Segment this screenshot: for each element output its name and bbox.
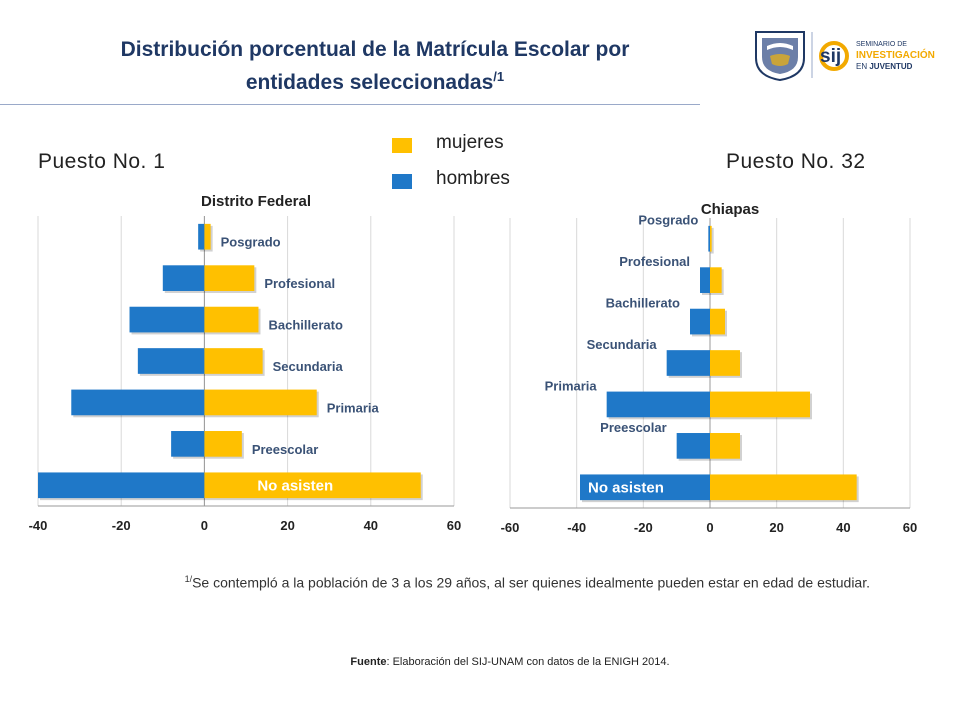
logo-line-2: INVESTIGACIÓN bbox=[856, 48, 935, 61]
logo-mark: sij bbox=[820, 46, 841, 67]
category-label-posgrado: Posgrado bbox=[221, 235, 281, 250]
bar-mujeres-primaria bbox=[204, 389, 317, 416]
bar-mujeres-posgrado bbox=[710, 225, 712, 252]
category-label-primaria: Primaria bbox=[327, 400, 380, 415]
category-label-no-asisten: No asisten bbox=[588, 479, 664, 496]
sij-mark-icon: sij bbox=[819, 41, 849, 71]
bar-mujeres-preescolar bbox=[204, 431, 242, 457]
bar-mujeres-bachillerato bbox=[710, 308, 725, 335]
category-label-secundaria: Secundaria bbox=[587, 337, 658, 352]
category-label-secundaria: Secundaria bbox=[273, 359, 344, 374]
bar-hombres-profesional bbox=[700, 267, 710, 293]
footnote: 1/Se contempló a la población de 3 a los… bbox=[70, 570, 870, 592]
bar-hombres-profesional bbox=[162, 265, 205, 291]
chart-title: Distrito Federal bbox=[201, 193, 311, 210]
category-label-preescolar: Preescolar bbox=[252, 442, 319, 457]
legend-item-hombres: hombres bbox=[392, 168, 542, 192]
tick-label-0: -60 bbox=[501, 520, 520, 535]
legend-swatch-hombres bbox=[392, 174, 412, 189]
bar-mujeres-bachillerato bbox=[204, 306, 259, 333]
bar-mujeres-secundaria bbox=[710, 350, 740, 376]
bar-hombres-posgrado bbox=[198, 223, 205, 250]
logo-line-3-word: JUVENTUD bbox=[869, 62, 912, 71]
chart-distrito-federal: -40 -20 0 20 40 60 Distrito Federal Posgrado Pro… bbox=[29, 193, 462, 533]
bar-mujeres-preescolar bbox=[710, 433, 740, 459]
source-text: : Elaboración del SIJ-UNAM con datos de … bbox=[386, 656, 670, 668]
logo-line-1: SEMINARIO DE bbox=[856, 41, 907, 48]
tick-label-4: 20 bbox=[769, 520, 783, 535]
logo: sij SEMINARIO DE INVESTIGACIÓN EN JUVENT… bbox=[752, 24, 942, 84]
logo-line-3-prefix: EN bbox=[856, 62, 869, 71]
category-label-primaria: Primaria bbox=[545, 378, 598, 393]
bar-hombres-no-asisten bbox=[580, 474, 710, 501]
bar-mujeres-primaria bbox=[710, 391, 810, 418]
bar-hombres-preescolar bbox=[171, 431, 205, 457]
source-note: Fuente: Elaboración del SIJ-UNAM con dat… bbox=[0, 656, 960, 668]
tick-label-5: 60 bbox=[447, 518, 461, 533]
bar-hombres-bachillerato bbox=[690, 308, 710, 335]
bar-mujeres-profesional bbox=[204, 265, 255, 291]
bar-hombres-secundaria bbox=[666, 350, 710, 376]
legend-label-hombres: hombres bbox=[436, 168, 510, 189]
tick-label-0: -40 bbox=[29, 518, 48, 533]
bar-mujeres-no-asisten bbox=[204, 472, 421, 499]
legend-item-mujeres: mujeres bbox=[392, 132, 542, 156]
legend-swatch-mujeres bbox=[392, 138, 412, 153]
logo-line-3: EN JUVENTUD bbox=[856, 62, 913, 71]
footnote-marker: 1/ bbox=[184, 574, 193, 584]
bar-hombres-secundaria bbox=[137, 348, 205, 374]
tick-label-2: -20 bbox=[634, 520, 653, 535]
category-label-no-asisten: No asisten bbox=[257, 477, 333, 494]
tick-label-3: 20 bbox=[280, 518, 294, 533]
footnote-text: Se contempló a la población de 3 a los 2… bbox=[192, 574, 870, 591]
tick-label-5: 40 bbox=[836, 520, 850, 535]
category-label-bachillerato: Bachillerato bbox=[268, 318, 342, 333]
title-line-1: Distribución porcentual de la Matrícula … bbox=[120, 38, 630, 61]
category-label-profesional: Profesional bbox=[619, 254, 690, 269]
bar-hombres-bachillerato bbox=[129, 306, 205, 333]
title-note: /1 bbox=[493, 69, 505, 84]
category-label-posgrado: Posgrado bbox=[638, 213, 698, 228]
page-title: Distribución porcentual de la Matrícula … bbox=[60, 36, 690, 96]
logo-graphic: sij SEMINARIO DE INVESTIGACIÓN EN JUVENT… bbox=[755, 31, 935, 82]
category-label-profesional: Profesional bbox=[264, 276, 335, 291]
bar-mujeres-profesional bbox=[710, 267, 722, 293]
bar-hombres-preescolar bbox=[676, 433, 710, 459]
bar-hombres-primaria bbox=[606, 391, 710, 418]
rank-left: Puesto No. 1 bbox=[38, 150, 166, 173]
tick-label-3: 0 bbox=[706, 520, 713, 535]
unam-seal-icon bbox=[755, 31, 805, 82]
title-divider bbox=[0, 104, 700, 105]
tick-label-4: 40 bbox=[364, 518, 378, 533]
bar-hombres-no-asisten bbox=[38, 472, 205, 499]
bar-mujeres-no-asisten bbox=[710, 474, 857, 501]
bar-hombres-primaria bbox=[71, 389, 205, 416]
category-label-bachillerato: Bachillerato bbox=[606, 296, 680, 311]
legend-label-mujeres: mujeres bbox=[436, 132, 504, 153]
bar-mujeres-secundaria bbox=[204, 348, 263, 374]
tick-label-2: 0 bbox=[201, 518, 208, 533]
category-label-preescolar: Preescolar bbox=[600, 420, 667, 435]
chart-title: Chiapas bbox=[701, 201, 759, 218]
tick-label-6: 60 bbox=[903, 520, 917, 535]
bar-mujeres-posgrado bbox=[204, 223, 211, 250]
tick-label-1: -40 bbox=[567, 520, 586, 535]
tick-label-1: -20 bbox=[112, 518, 131, 533]
bar-hombres-posgrado bbox=[708, 225, 710, 252]
rank-right: Puesto No. 32 bbox=[726, 150, 866, 173]
source-label: Fuente bbox=[350, 656, 387, 668]
title-line-2: entidades seleccionadas bbox=[245, 71, 494, 94]
bar-shadow-mujeres-posgrado bbox=[712, 227, 714, 254]
